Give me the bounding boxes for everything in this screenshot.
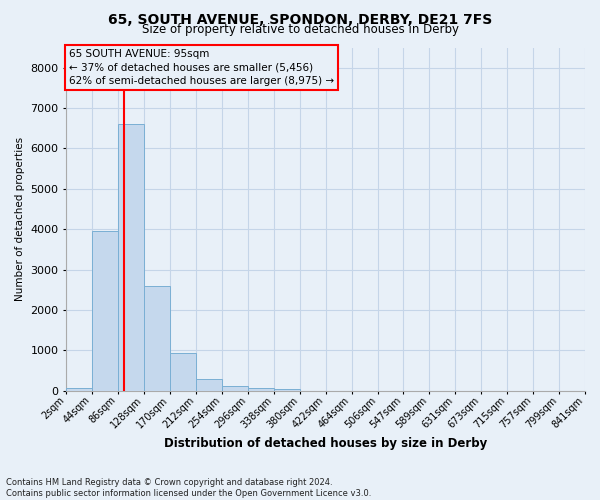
Bar — [222, 386, 248, 391]
Text: Contains HM Land Registry data © Crown copyright and database right 2024.
Contai: Contains HM Land Registry data © Crown c… — [6, 478, 371, 498]
Bar — [196, 379, 222, 391]
Bar — [274, 389, 300, 391]
Bar — [170, 352, 196, 391]
Bar — [67, 388, 92, 391]
Y-axis label: Number of detached properties: Number of detached properties — [15, 137, 25, 302]
Bar — [118, 124, 144, 391]
Bar — [92, 232, 118, 391]
Text: 65, SOUTH AVENUE, SPONDON, DERBY, DE21 7FS: 65, SOUTH AVENUE, SPONDON, DERBY, DE21 7… — [108, 12, 492, 26]
Text: 65 SOUTH AVENUE: 95sqm
← 37% of detached houses are smaller (5,456)
62% of semi-: 65 SOUTH AVENUE: 95sqm ← 37% of detached… — [69, 49, 334, 86]
Bar — [248, 388, 274, 391]
Bar — [144, 286, 170, 391]
Text: Size of property relative to detached houses in Derby: Size of property relative to detached ho… — [142, 22, 458, 36]
X-axis label: Distribution of detached houses by size in Derby: Distribution of detached houses by size … — [164, 437, 487, 450]
